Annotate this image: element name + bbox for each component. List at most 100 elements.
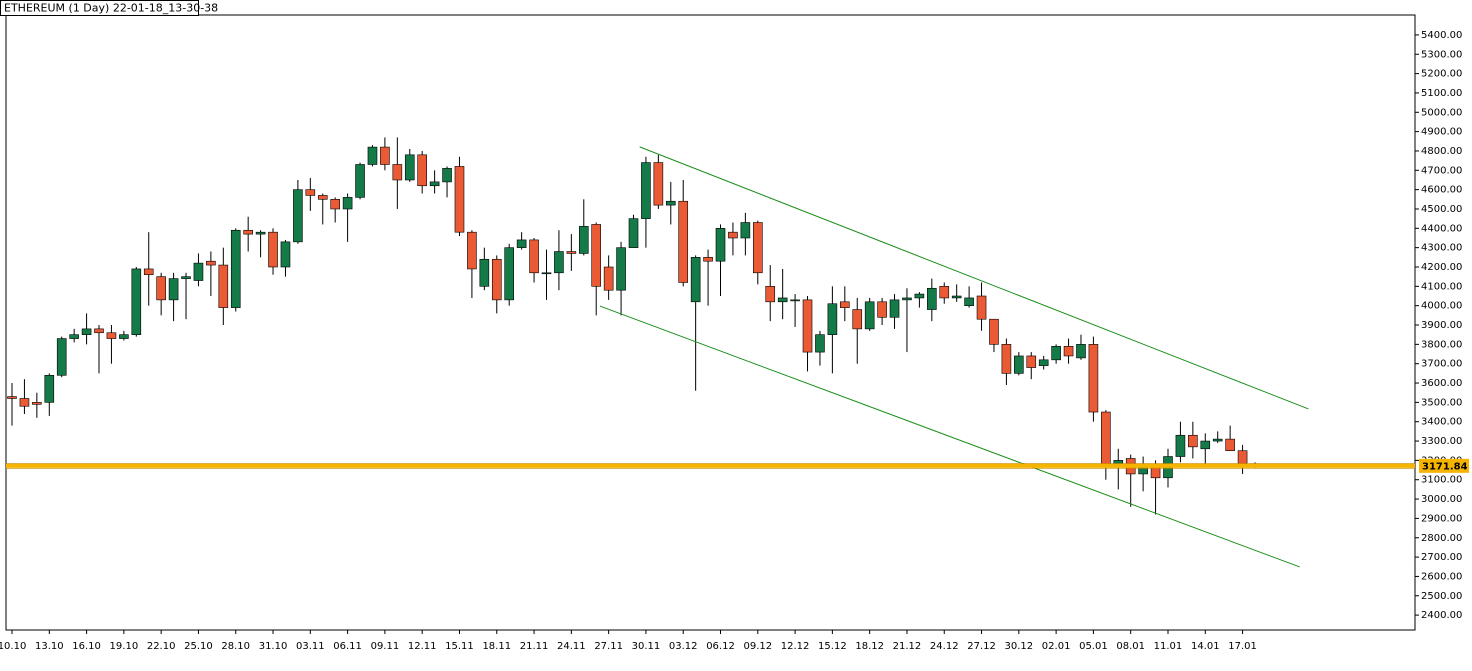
y-tick-label: 4200.00 <box>1421 262 1462 273</box>
candle-body <box>342 197 353 210</box>
candle-body <box>777 297 788 303</box>
candle-body <box>1225 438 1235 452</box>
candle-body <box>902 297 912 301</box>
candle-body <box>7 396 17 399</box>
y-tick-label: 3400.00 <box>1421 417 1462 428</box>
candle-body <box>541 272 552 275</box>
x-tick-label: 13.10 <box>35 641 64 652</box>
x-tick-label: 12.12 <box>781 641 810 652</box>
x-tick-label: 25.10 <box>184 641 213 652</box>
candle-body <box>1212 438 1223 442</box>
candle-body <box>665 200 676 206</box>
candle-body <box>442 168 452 183</box>
y-tick-label: 3500.00 <box>1421 397 1462 408</box>
x-tick-label: 12.11 <box>408 641 437 652</box>
candle-body <box>1063 345 1074 357</box>
candle-body <box>56 338 67 376</box>
candle-body <box>1237 450 1248 465</box>
candle-body <box>951 295 962 299</box>
candle-body <box>1200 440 1211 450</box>
candle-body <box>765 286 776 303</box>
candle-body <box>1113 460 1124 465</box>
candle-body <box>1150 465 1161 479</box>
x-tick-label: 30.12 <box>1005 641 1034 652</box>
y-tick-label: 4100.00 <box>1421 281 1462 292</box>
candle-body <box>529 239 539 274</box>
candle-body <box>1101 411 1111 465</box>
trend-line <box>599 305 1300 568</box>
y-tick-label: 2900.00 <box>1421 513 1462 524</box>
y-tick-label: 3300.00 <box>1421 436 1462 447</box>
candle-body <box>728 231 738 239</box>
x-tick-label: 17.01 <box>1228 641 1257 652</box>
candle-body <box>293 189 303 243</box>
x-tick-label: 27.12 <box>967 641 996 652</box>
candle-body <box>1088 344 1099 413</box>
candle-body <box>32 402 42 405</box>
candle-body <box>653 162 664 206</box>
candle-body <box>976 295 987 320</box>
candle-body <box>578 226 589 254</box>
candle-body <box>827 303 838 335</box>
candle-body <box>181 276 191 279</box>
candle-body <box>467 231 477 270</box>
x-tick-label: 24.12 <box>930 641 959 652</box>
candle-body <box>690 257 701 303</box>
candle-body <box>367 146 378 165</box>
candle-body <box>119 334 129 339</box>
candle-body <box>206 260 216 266</box>
y-tick-label: 4800.00 <box>1421 146 1462 157</box>
candle-body <box>94 328 104 334</box>
candle-body <box>280 241 291 268</box>
y-tick-label: 2400.00 <box>1421 610 1462 621</box>
chart-title: ETHEREUM (1 Day) 22-01-18_13-30-38 <box>4 2 218 15</box>
candle-body <box>802 299 813 353</box>
candle-body <box>889 299 900 318</box>
candle-body <box>504 247 515 301</box>
plot-frame <box>5 14 1416 631</box>
candle-body <box>255 231 266 235</box>
candle-body <box>703 257 713 262</box>
candle-body <box>1175 434 1186 457</box>
x-tick-label: 24.11 <box>557 641 586 652</box>
candle-body <box>392 164 403 181</box>
x-tick-label: 27.11 <box>594 641 623 652</box>
candle-body <box>131 268 142 335</box>
candle-body <box>44 374 55 403</box>
candle-body <box>454 166 465 233</box>
y-tick-label: 2800.00 <box>1421 533 1462 544</box>
x-tick-label: 06.11 <box>333 641 362 652</box>
y-tick-label: 3600.00 <box>1421 378 1462 389</box>
candle-body <box>355 164 365 198</box>
x-tick-label: 09.12 <box>743 641 772 652</box>
candle-body <box>1014 355 1024 374</box>
candle-body <box>218 264 229 308</box>
x-tick-label: 18.12 <box>855 641 884 652</box>
y-tick-label: 4500.00 <box>1421 204 1462 215</box>
candle-body <box>752 222 763 274</box>
x-tick-label: 28.10 <box>221 641 250 652</box>
candle-body <box>230 229 241 308</box>
y-tick-label: 5300.00 <box>1421 49 1462 60</box>
candle-body <box>268 231 278 268</box>
y-tick-label: 4400.00 <box>1421 223 1462 234</box>
price-label-box <box>1419 458 1469 473</box>
y-tick-label: 3000.00 <box>1421 494 1462 505</box>
candle-body <box>106 332 117 339</box>
x-tick-label: 16.10 <box>72 641 101 652</box>
candle-body <box>914 293 925 299</box>
candle-body <box>840 301 850 308</box>
y-tick-label: 3800.00 <box>1421 339 1462 350</box>
candle-body <box>380 146 390 165</box>
candle-body <box>429 181 440 187</box>
candle-body <box>404 154 415 181</box>
candle-body <box>927 287 937 310</box>
x-tick-label: 15.11 <box>445 641 474 652</box>
x-tick-label: 08.01 <box>1116 641 1145 652</box>
x-tick-label: 30.11 <box>632 641 661 652</box>
y-tick-label: 2600.00 <box>1421 571 1462 582</box>
y-tick-label: 4700.00 <box>1421 165 1462 176</box>
x-tick-label: 05.01 <box>1079 641 1108 652</box>
candle-body <box>566 251 577 254</box>
